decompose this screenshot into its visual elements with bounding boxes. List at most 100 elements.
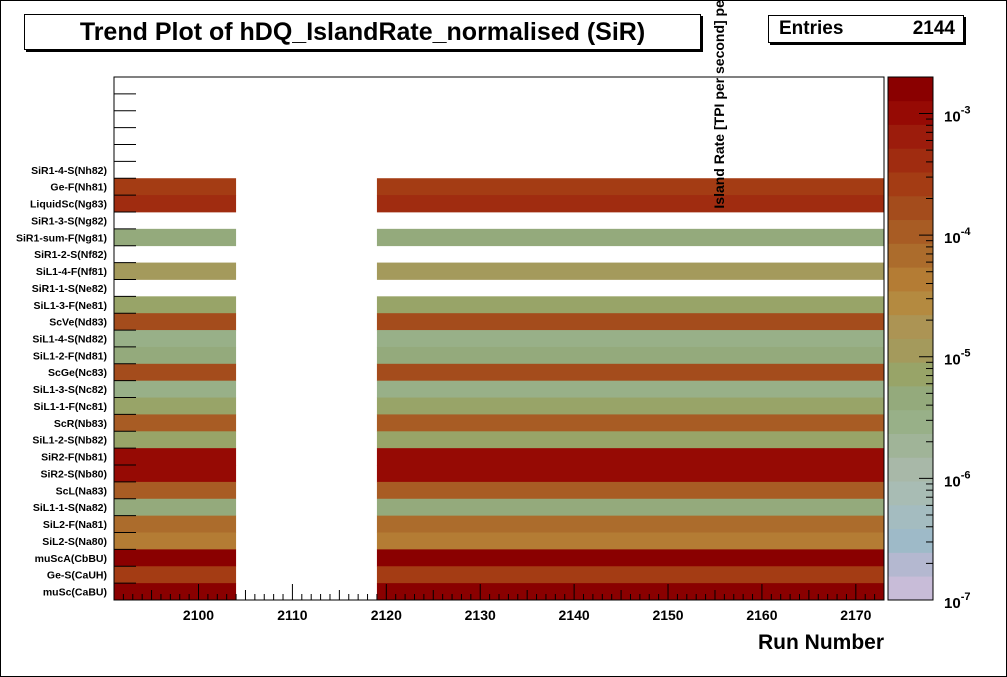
heatmap-cell-17-0 [114, 448, 237, 466]
y-tick-label: muScA(CbBU) [35, 553, 107, 565]
heatmap-cell-16-0 [114, 431, 237, 449]
stats-entries-value: 2144 [912, 18, 955, 39]
x-tick-label: 2100 [183, 607, 214, 623]
y-tick-label: SiR1-1-S(Ne82) [32, 283, 107, 295]
palette-segment [888, 362, 933, 387]
heatmap-cell-14-0 [114, 397, 237, 415]
x-tick-labels: 2100 2110 2120 2130 2140 2150 2160 2170 [183, 607, 872, 623]
heatmap-cell-4-0 [114, 228, 237, 247]
y-tick-label: Ge-S(CaUH) [47, 570, 107, 582]
heatmap-cell-12-0 [114, 363, 237, 382]
heatmap-cell-17-1 [376, 448, 884, 466]
heatmap-cell-20-0 [114, 498, 237, 517]
y-tick-label: SiL1-3-F(Ne81) [33, 300, 107, 312]
heatmap-cell-16-1 [376, 431, 884, 449]
palette-segment [888, 148, 933, 173]
z-axis-label: Island Rate [TPI per second] per TDC muS… [711, 0, 727, 209]
palette-segment [888, 457, 933, 482]
heatmap-cell-18-0 [114, 465, 237, 483]
y-tick-label: SiR1-2-S(Nf82) [34, 249, 107, 261]
palette-segment [888, 433, 933, 458]
y-tick-label: SiL2-F(Na81) [43, 519, 107, 531]
palette-segment [888, 409, 933, 434]
heatmap-cell-19-1 [376, 481, 884, 500]
z-tick-label: 10-5 [944, 348, 970, 369]
heatmap-cell-14-1 [376, 397, 884, 415]
heatmap-cell-25-0 [114, 583, 237, 601]
heatmap-cell-10-1 [376, 330, 884, 348]
y-tick-label: ScVe(Nd83) [49, 317, 107, 329]
palette-segment [888, 338, 933, 363]
x-axis-label: Run Number [758, 631, 884, 654]
x-tick-label: 2150 [652, 607, 683, 623]
y-tick-label: SiL1-2-S(Nb82) [32, 435, 107, 447]
palette-segment [888, 124, 933, 149]
y-tick-label: ScL(Na83) [56, 485, 107, 497]
heatmap-cell-9-1 [376, 313, 884, 331]
heatmap-cell-1-1 [376, 178, 884, 196]
heatmap-cell-1-0 [114, 178, 237, 196]
heatmap-cell-6-1 [376, 262, 884, 280]
y-tick-label: SiR1-sum-F(Ng81) [16, 232, 107, 244]
z-ticks: 10-7 10-6 10-5 10-4 10-3 [919, 104, 971, 612]
heatmap-cell-13-1 [376, 380, 884, 398]
x-tick-label: 2160 [746, 607, 777, 623]
y-tick-label: SiL1-2-F(Nd81) [33, 350, 107, 362]
x-tick-label: 2140 [559, 607, 590, 623]
z-tick-label: 10-4 [944, 226, 971, 247]
palette-segment [888, 77, 933, 102]
palette-segment [888, 314, 933, 339]
y-tick-label: SiL1-4-S(Nd82) [32, 334, 107, 346]
heatmap-cell-6-0 [114, 262, 237, 280]
x-tick-label: 2120 [371, 607, 402, 623]
heatmap-cell-23-1 [376, 549, 884, 567]
heatmap-cell-2-0 [114, 195, 237, 213]
palette-segment [888, 172, 933, 197]
heatmap-cell-4-1 [376, 228, 884, 247]
palette-segment [888, 267, 933, 292]
y-tick-label: SiL1-1-S(Na82) [33, 502, 107, 514]
y-tick-label: Ge-F(Nh81) [50, 182, 107, 194]
x-ticks [113, 584, 885, 600]
y-tick-label: ScGe(Nc83) [48, 367, 107, 379]
stats-box: Entries 2144 [768, 15, 964, 43]
y-tick-label: ScR(Nb83) [54, 418, 107, 430]
chart-title: Trend Plot of hDQ_IslandRate_normalised … [24, 14, 701, 50]
heatmap-cell-24-1 [376, 566, 884, 584]
y-tick-label: SiL1-4-F(Nf81) [36, 266, 107, 278]
y-tick-labels: SiR1-4-S(Nh82) Ge-F(Nh81) LiquidSc(Ng83) Si… [16, 165, 107, 599]
heatmap-cell-11-0 [114, 346, 237, 365]
palette-segment [888, 528, 933, 553]
y-tick-label: muSc(CaBU) [43, 587, 107, 599]
color-palette [887, 76, 934, 601]
heatmap-cell-25-1 [376, 583, 884, 601]
y-tick-label: SiR2-F(Nb81) [41, 452, 107, 464]
heatmap-cell-15-0 [114, 414, 237, 432]
heatmap-cell-22-0 [114, 532, 237, 550]
heatmap-cell-22-1 [376, 532, 884, 550]
heatmap-cell-21-1 [376, 515, 884, 533]
heatmap-cell-21-0 [114, 515, 237, 533]
y-tick-label: SiL1-1-F(Nc81) [33, 401, 107, 413]
heatmap-cell-13-0 [114, 380, 237, 398]
palette-segment [888, 552, 933, 577]
heatmap-cell-15-1 [376, 414, 884, 432]
heatmap-cell-20-1 [376, 498, 884, 517]
y-tick-label: LiquidSc(Ng83) [30, 199, 107, 211]
heatmap-cell-2-1 [376, 195, 884, 213]
palette-frame [887, 76, 934, 601]
z-tick-label: 10-3 [944, 104, 970, 125]
palette-segment [888, 504, 933, 530]
x-tick-label: 2170 [840, 607, 871, 623]
heatmap-cell-18-1 [376, 465, 884, 483]
palette-segment [888, 576, 933, 601]
y-tick-label: SiR1-3-S(Ng82) [31, 215, 107, 227]
heatmap-cell-19-0 [114, 481, 237, 500]
heatmap-cell-8-1 [376, 296, 884, 314]
heatmap-cells [114, 178, 884, 601]
y-tick-label: SiR1-4-S(Nh82) [31, 165, 107, 177]
z-tick-label: 10-7 [944, 591, 970, 612]
palette-segment [888, 290, 933, 316]
heatmap-cell-12-1 [376, 363, 884, 382]
